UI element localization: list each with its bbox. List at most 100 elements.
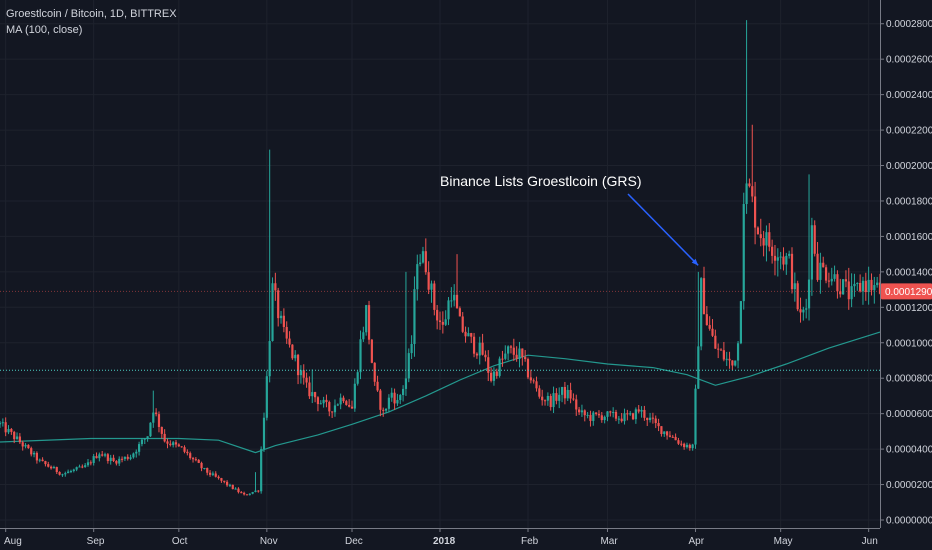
candle-body [189,453,192,459]
candle-body [631,413,635,420]
candle-body [756,227,760,235]
candle-body [549,395,552,408]
candle-body [748,183,751,187]
candle-body [847,281,850,300]
candle-body [824,267,828,281]
candle-body [35,452,39,461]
candle-body [191,458,195,460]
candle-body [836,274,839,292]
candle-body [231,484,234,490]
candle-body [279,315,283,319]
time-tick-label: Sep [87,536,105,547]
candle-body [643,409,646,418]
candle-body [416,264,419,290]
candle-body [509,346,513,348]
candle-body [387,397,391,409]
candle-body [569,389,572,399]
candle-body [313,392,317,398]
candle-body [776,257,779,261]
candle-body [583,410,586,416]
candles [0,20,882,496]
candle-body [15,436,19,440]
candle-body [765,232,768,246]
candle-body [668,435,672,437]
candle-body [325,399,328,403]
candle-body [711,328,714,336]
candle-body [419,262,422,265]
time-tick-label: Aug [4,536,22,547]
candle-body [177,444,180,447]
candle-body [589,414,592,421]
chart-title[interactable]: Groestlcoin / Bitcoin, 1D, BITTREX [6,8,177,20]
candle-body [350,406,354,409]
candle-body [796,283,799,310]
candle-body [492,371,496,381]
candle-body [254,490,257,493]
candle-body [458,308,461,317]
candle-body [515,354,518,359]
candle-body [521,348,524,358]
candle-body [464,331,467,337]
candle-body [478,342,481,356]
candle-body [859,282,862,292]
candle-body [1,422,4,424]
candle-body [759,234,762,239]
candle-body [614,411,618,419]
candle-body [813,225,816,254]
candle-body [84,465,87,467]
indicator-label[interactable]: MA (100, close) [6,24,83,36]
candle-body [234,488,237,490]
candle-body [112,457,115,461]
candle-body [64,473,67,475]
candle-body [305,377,308,383]
chart-legend[interactable]: Groestlcoin / Bitcoin, 1D, BITTREX MA (1… [6,6,177,38]
candle-body [109,457,112,462]
candle-body [702,278,706,315]
candle-body [694,388,697,445]
candle-body [805,308,808,310]
candle-body [788,253,791,256]
candle-body [72,469,75,471]
candle-body [810,225,813,280]
candle-body [745,183,748,205]
candle-body [194,459,197,461]
candle-body [260,449,263,492]
candle-body [620,418,623,422]
candle-body [790,253,794,290]
candle-body [143,438,146,440]
candle-body [237,488,240,493]
candle-body [867,279,870,293]
candle-body [342,397,345,402]
candle-body [489,372,493,381]
candle-body [660,426,663,435]
candle-body [282,315,285,327]
candle-body [404,378,408,389]
candle-body [362,332,365,340]
annotation-text: Binance Lists Groestlcoin (GRS) [440,173,642,189]
candle-body [782,256,785,265]
candle-body [220,478,223,481]
time-tick-label: Feb [521,536,539,547]
candle-body [135,451,138,454]
candle-body [597,413,601,416]
candle-body [268,341,271,377]
candle-body [169,443,172,446]
candle-body [827,280,831,282]
candle-body [106,454,109,462]
candle-body [532,380,535,382]
time-tick-label: May [774,536,793,547]
time-axis[interactable]: Aug Sep Oct Nov Dec 2018 Feb Mar Apr May Jun [0,528,880,547]
candle-body [705,314,708,326]
candle-body [58,472,61,475]
candle-body [512,347,515,355]
candle-body [69,470,73,472]
candle-body [779,256,782,258]
candle-body [81,466,84,468]
candle-body [592,412,595,421]
